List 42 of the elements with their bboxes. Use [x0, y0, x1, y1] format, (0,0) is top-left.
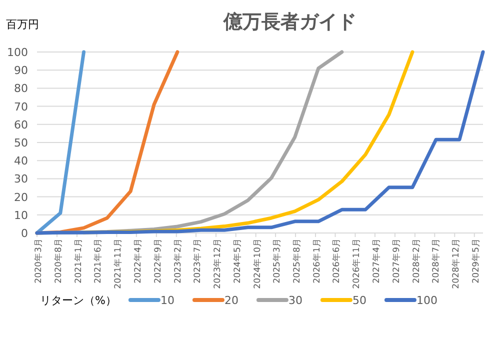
x-tick-label: 2024年5月 [232, 238, 243, 284]
x-tick-label: 2028年12月 [450, 238, 462, 289]
y-tick-label: 0 [21, 227, 28, 240]
y-tick-label: 60 [14, 118, 28, 132]
y-tick-label: 80 [14, 82, 28, 96]
x-tick-label: 2028年2月 [410, 238, 422, 284]
x-tick-label: 2025年3月 [272, 238, 283, 284]
x-tick-label: 2029年5月 [470, 238, 482, 284]
x-tick-label: 2022年4月 [132, 238, 144, 284]
y-tick-label: 10 [14, 208, 28, 222]
x-tick-label: 2023年2月 [172, 238, 184, 284]
x-tick-label: 2027年4月 [370, 238, 382, 284]
y-tick-label: 100 [7, 46, 28, 59]
x-tick-label: 2024年10月 [252, 238, 263, 289]
x-tick-label: 2028年7月 [430, 238, 442, 284]
y-tick-label: 30 [14, 172, 28, 186]
x-tick-label: 2020年8月 [52, 238, 64, 284]
legend-label: 50 [352, 294, 366, 307]
x-tick-label: 2027年9月 [390, 238, 402, 284]
legend-label: 100 [416, 294, 438, 307]
y-tick-label: 90 [14, 64, 28, 78]
x-tick-label: 2023年7月 [192, 238, 203, 284]
legend-label: 20 [224, 294, 238, 307]
x-tick-label: 2026年6月 [331, 238, 342, 284]
x-tick-label: 2026年1月 [312, 238, 323, 284]
chart-title: 億万長者ガイド [222, 11, 356, 33]
x-tick-label: 2023年12月 [212, 238, 223, 289]
x-tick-label: 2021年11月 [112, 238, 124, 289]
x-tick-label: 2025年8月 [292, 238, 303, 284]
x-tick-label: 2022年9月 [152, 238, 164, 284]
y-tick-label: 20 [14, 190, 28, 204]
y-tick-label: 50 [14, 136, 28, 150]
legend-title: リターン（%） [40, 294, 116, 307]
legend-label: 30 [288, 294, 302, 307]
x-tick-label: 2020年3月 [33, 238, 44, 284]
y-axis-title: 百万円 [6, 18, 39, 31]
y-tick-label: 40 [14, 154, 28, 168]
x-tick-label: 2021年1月 [72, 238, 84, 284]
x-tick-label: 2021年6月 [92, 238, 104, 284]
y-tick-label: 70 [14, 100, 28, 114]
x-tick-label: 2026年11月 [351, 238, 362, 289]
legend-label: 10 [160, 294, 174, 307]
